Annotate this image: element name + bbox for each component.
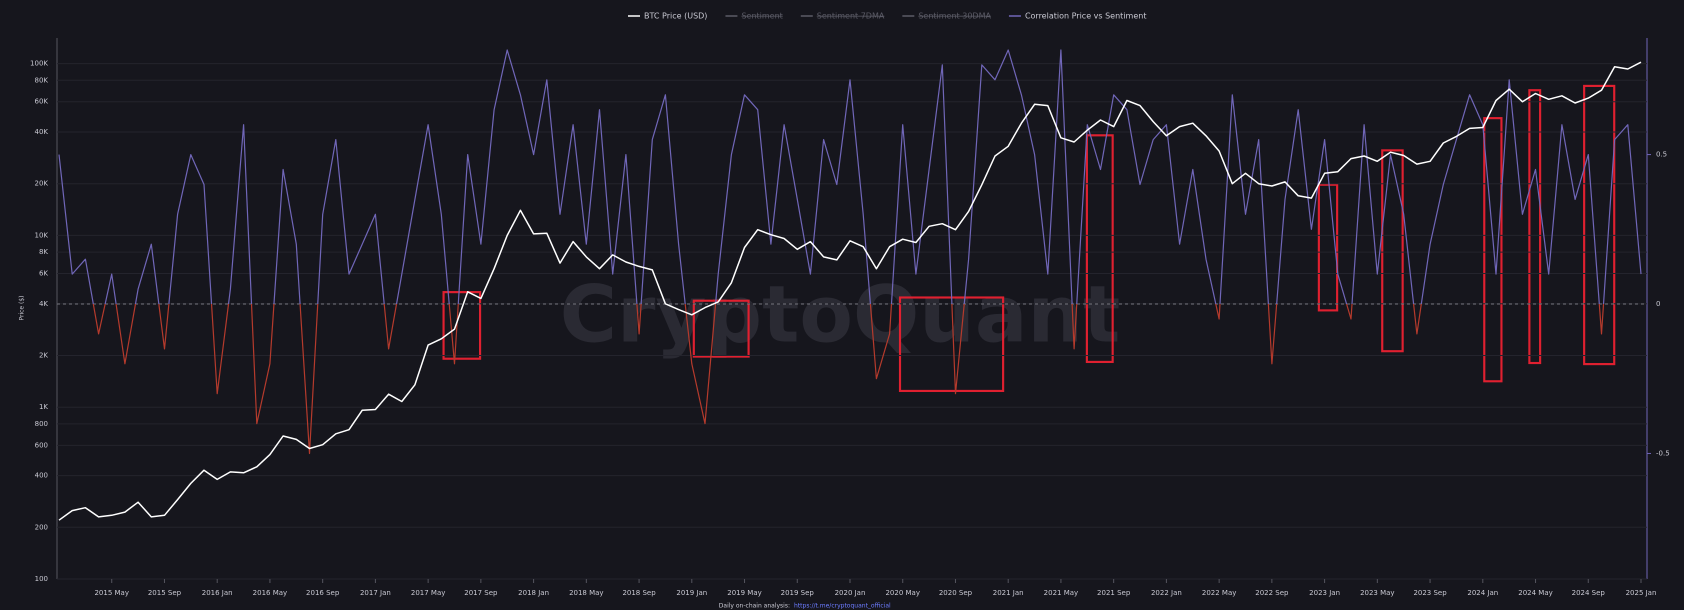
y-tick-label: 400 bbox=[35, 472, 48, 480]
legend: BTC Price (USD) Sentiment Sentiment 7DMA Se… bbox=[628, 12, 1146, 21]
legend-label[interactable]: BTC Price (USD) bbox=[644, 12, 707, 21]
y-tick-label: 800 bbox=[35, 420, 48, 428]
y-tick-label: 40K bbox=[35, 128, 49, 136]
footer-link[interactable]: https://t.me/cryptoquant_official bbox=[794, 603, 891, 610]
x-tick-label: 2022 Sep bbox=[1255, 589, 1289, 597]
y-tick-label: 200 bbox=[35, 523, 48, 531]
x-tick-label: 2025 Jan bbox=[1626, 589, 1657, 597]
y-tick-label: 8K bbox=[39, 248, 48, 256]
highlight-box bbox=[1528, 89, 1542, 365]
x-tick-label: 2016 Jan bbox=[202, 589, 233, 597]
x-tick-label: 2020 May bbox=[885, 589, 920, 597]
x-tick-label: 2020 Jan bbox=[835, 589, 866, 597]
x-tick-label: 2015 Sep bbox=[148, 589, 182, 597]
legend-label[interactable]: Sentiment bbox=[741, 12, 782, 21]
highlight-box bbox=[692, 299, 750, 358]
x-tick-label: 2016 Sep bbox=[306, 589, 340, 597]
x-tick-label: 2024 May bbox=[1518, 589, 1553, 597]
x-tick-label: 2019 May bbox=[727, 589, 762, 597]
x-tick-label: 2017 Jan bbox=[360, 589, 391, 597]
y-tick-label: 60K bbox=[35, 98, 49, 106]
x-tick-label: 2021 Jan bbox=[993, 589, 1024, 597]
x-tick-label: 2018 Sep bbox=[622, 589, 656, 597]
highlight-box bbox=[1085, 134, 1114, 364]
x-tick-label: 2019 Sep bbox=[781, 589, 815, 597]
x-tick-label: 2020 Sep bbox=[939, 589, 973, 597]
y-tick-label: 2K bbox=[39, 351, 48, 359]
x-tick-label: 2017 Sep bbox=[464, 589, 498, 597]
highlight-box bbox=[1381, 149, 1404, 353]
x-tick-label: 2022 May bbox=[1202, 589, 1237, 597]
x-tick-label: 2018 Jan bbox=[518, 589, 549, 597]
x-tick-label: 2019 Jan bbox=[676, 589, 707, 597]
x-tick-label: 2023 Sep bbox=[1413, 589, 1447, 597]
x-tick-label: 2018 May bbox=[569, 589, 604, 597]
y-tick-label: 100K bbox=[30, 60, 48, 68]
y-tick-label: 20K bbox=[35, 180, 49, 188]
y2-tick-label: 0 bbox=[1656, 300, 1660, 308]
watermark: CryptoQuant bbox=[560, 270, 1121, 360]
x-tick-label: 2022 Jan bbox=[1151, 589, 1182, 597]
x-tick-label: 2021 May bbox=[1044, 589, 1079, 597]
y-axis-title: Price ($) bbox=[19, 295, 26, 320]
highlight-box bbox=[1483, 117, 1503, 383]
footer-text: Daily on-chain analysis: bbox=[719, 603, 790, 610]
y-tick-label: 100 bbox=[35, 575, 48, 583]
x-tick-label: 2016 May bbox=[253, 589, 288, 597]
highlight-boxes bbox=[442, 84, 1616, 393]
correlation-line bbox=[58, 49, 1642, 455]
y-tick-label: 6K bbox=[39, 270, 48, 278]
x-tick-label: 2024 Jan bbox=[1467, 589, 1498, 597]
y-tick-label: 80K bbox=[35, 76, 49, 84]
y2-tick-label: -0.5 bbox=[1656, 449, 1670, 457]
x-tick-label: 2017 May bbox=[411, 589, 446, 597]
y-tick-label: 10K bbox=[35, 231, 49, 239]
y-tick-label: 4K bbox=[39, 300, 48, 308]
y-tick-label: 1K bbox=[39, 403, 48, 411]
y2-tick-label: 0.5 bbox=[1656, 151, 1667, 159]
highlight-box bbox=[1317, 183, 1339, 312]
x-tick-label: 2024 Sep bbox=[1572, 589, 1606, 597]
x-tick-label: 2023 May bbox=[1360, 589, 1395, 597]
x-tick-label: 2015 May bbox=[94, 589, 129, 597]
legend-label[interactable]: Sentiment 7DMA bbox=[817, 12, 885, 21]
legend-label[interactable]: Sentiment 30DMA bbox=[918, 12, 991, 21]
legend-label[interactable]: Correlation Price vs Sentiment bbox=[1025, 12, 1147, 21]
y-tick-label: 600 bbox=[35, 441, 48, 449]
x-tick-label: 2023 Jan bbox=[1309, 589, 1340, 597]
highlight-box bbox=[1583, 84, 1616, 366]
x-tick-label: 2021 Sep bbox=[1097, 589, 1131, 597]
highlight-box bbox=[442, 291, 482, 360]
price-line bbox=[58, 61, 1642, 521]
